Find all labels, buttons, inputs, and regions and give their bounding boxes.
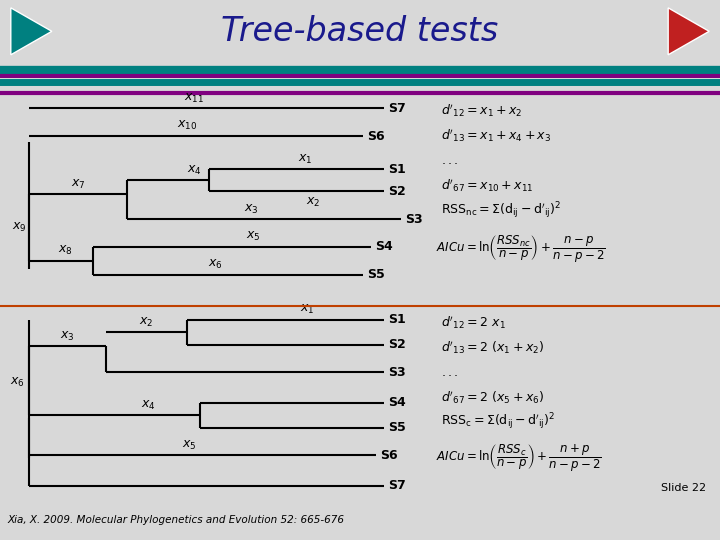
Text: $d'_{13} = 2\ (x_1 + x_2)$: $d'_{13} = 2\ (x_1 + x_2)$ (441, 339, 544, 356)
Text: $d'_{67} = 2\ (x_5 + x_6)$: $d'_{67} = 2\ (x_5 + x_6)$ (441, 389, 544, 406)
Text: $d'_{67} = x_{10} + x_{11}$: $d'_{67} = x_{10} + x_{11}$ (441, 178, 534, 194)
Text: $x_4$: $x_4$ (141, 399, 156, 411)
Text: S1: S1 (389, 314, 406, 327)
Text: $x_7$: $x_7$ (71, 178, 85, 191)
Text: $x_5$: $x_5$ (246, 230, 261, 244)
Text: $\rm{RSS}_c = \Sigma(d_{ij} - d'_{ij})^2$: $\rm{RSS}_c = \Sigma(d_{ij} - d'_{ij})^2… (441, 412, 556, 433)
Text: Tree-based tests: Tree-based tests (221, 15, 499, 48)
Text: S3: S3 (389, 366, 406, 379)
Text: $x_6$: $x_6$ (207, 258, 222, 271)
Text: $...$: $...$ (441, 366, 459, 379)
Text: S4: S4 (389, 396, 406, 409)
Text: S7: S7 (389, 479, 406, 492)
Text: S5: S5 (367, 268, 384, 281)
Text: $x_2$: $x_2$ (306, 195, 320, 208)
Text: S5: S5 (389, 421, 406, 434)
Text: $x_3$: $x_3$ (244, 202, 258, 215)
Text: $x_{11}$: $x_{11}$ (184, 92, 204, 105)
Text: $x_8$: $x_8$ (58, 244, 73, 257)
Text: $d'_{12} = x_1 + x_2$: $d'_{12} = x_1 + x_2$ (441, 103, 523, 119)
Text: $\rm{RSS}_{nc} = \Sigma(d_{ij} - d'_{ij})^2$: $\rm{RSS}_{nc} = \Sigma(d_{ij} - d'_{ij}… (441, 200, 561, 221)
Text: $\mathit{AICu} = \ln\!\left(\dfrac{RSS_{nc}}{n-p}\right) + \dfrac{n-p}{n-p-2}$: $\mathit{AICu} = \ln\!\left(\dfrac{RSS_{… (436, 234, 606, 265)
Text: Xia, X. 2009. Molecular Phylogenetics and Evolution 52: 665-676: Xia, X. 2009. Molecular Phylogenetics an… (7, 515, 344, 525)
Text: S2: S2 (389, 339, 406, 352)
Text: $x_6$: $x_6$ (9, 376, 24, 389)
Polygon shape (11, 8, 52, 55)
Text: S1: S1 (389, 163, 406, 176)
Text: S6: S6 (367, 130, 384, 143)
Text: S7: S7 (389, 102, 406, 115)
Text: S2: S2 (389, 185, 406, 198)
Text: $x_5$: $x_5$ (182, 438, 197, 452)
Text: $x_1$: $x_1$ (300, 303, 315, 316)
Text: Slide 22: Slide 22 (661, 483, 706, 492)
Text: S3: S3 (405, 213, 423, 226)
Text: $x_3$: $x_3$ (60, 329, 74, 343)
Text: $x_1$: $x_1$ (297, 153, 312, 166)
Polygon shape (668, 8, 709, 55)
Text: $x_{10}$: $x_{10}$ (177, 119, 197, 132)
Text: $x_2$: $x_2$ (139, 316, 153, 329)
Text: $\mathit{AICu} = \ln\!\left(\dfrac{RSS_c}{n-p}\right) + \dfrac{n+p}{n-p-2}$: $\mathit{AICu} = \ln\!\left(\dfrac{RSS_c… (436, 443, 602, 474)
Text: $x_4$: $x_4$ (187, 164, 202, 177)
Text: $d'_{12} = 2\ x_1$: $d'_{12} = 2\ x_1$ (441, 314, 506, 331)
Text: S6: S6 (380, 449, 397, 462)
Text: $x_9$: $x_9$ (12, 221, 27, 234)
Text: $d'_{13} = x_1 + x_4 + x_3$: $d'_{13} = x_1 + x_4 + x_3$ (441, 127, 552, 144)
Text: $...$: $...$ (441, 154, 459, 167)
Text: S4: S4 (376, 240, 393, 253)
